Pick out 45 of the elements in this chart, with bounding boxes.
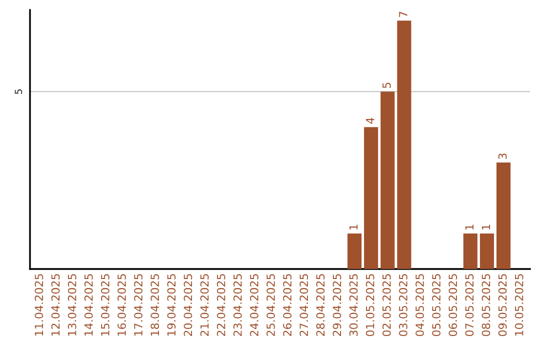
x-tick-label: 05.05.2025 (432, 274, 441, 336)
bar (496, 162, 511, 269)
x-tick-label: 30.04.2025 (349, 274, 358, 336)
x-tick-label: 25.04.2025 (266, 274, 275, 336)
x-tick-label: 16.04.2025 (118, 274, 126, 336)
x-tick-label: 21.04.2025 (200, 274, 209, 336)
x-tick-label: 14.04.2025 (84, 274, 93, 336)
x-tick-label: 04.05.2025 (416, 274, 424, 336)
x-tick-label: 09.05.2025 (498, 274, 507, 336)
x-tick-label: 11.04.2025 (34, 274, 44, 336)
x-tick-label: 19.04.2025 (167, 274, 176, 336)
x-tick-label: 20.04.2025 (184, 274, 192, 336)
x-tick-label: 29.04.2025 (332, 274, 342, 336)
x-tick-label: 08.05.2025 (482, 274, 490, 336)
x-tick-label: 17.04.2025 (134, 274, 142, 336)
x-tick-label: 24.04.2025 (250, 274, 258, 336)
x-tick-label: 27.04.2025 (300, 274, 308, 336)
x-tick-label: 03.05.2025 (398, 274, 408, 336)
data-label: 3 (498, 154, 507, 159)
x-tick-label: 26.04.2025 (283, 274, 292, 336)
bar (397, 20, 412, 269)
data-label: 1 (465, 224, 474, 230)
data-label: 1 (349, 224, 358, 230)
data-label: 7 (399, 12, 408, 17)
x-tick-label: 18.04.2025 (150, 274, 160, 336)
bar (480, 234, 494, 269)
x-tick-label: 23.04.2025 (233, 274, 242, 336)
x-tick-label: 07.05.2025 (465, 274, 474, 336)
x-tick-label: 12.04.2025 (51, 274, 60, 336)
bar (347, 234, 362, 269)
x-tick-label: 01.05.2025 (366, 274, 374, 336)
x-tick-label: 13.04.2025 (68, 274, 76, 336)
x-tick-label: 15.04.2025 (100, 274, 110, 336)
x-tick-label: 28.04.2025 (316, 274, 325, 336)
x-tick-label: 02.05.2025 (382, 274, 391, 336)
bar (380, 92, 395, 269)
bar (463, 234, 478, 269)
x-tick-label: 06.05.2025 (448, 274, 458, 336)
ref-line-label: 5 (14, 89, 22, 94)
bar (364, 127, 378, 269)
data-label: 1 (482, 224, 490, 230)
data-label: 4 (366, 118, 374, 124)
x-tick-label: 10.05.2025 (514, 274, 524, 336)
x-tick-label: 22.04.2025 (216, 274, 226, 336)
data-label: 5 (382, 82, 391, 88)
